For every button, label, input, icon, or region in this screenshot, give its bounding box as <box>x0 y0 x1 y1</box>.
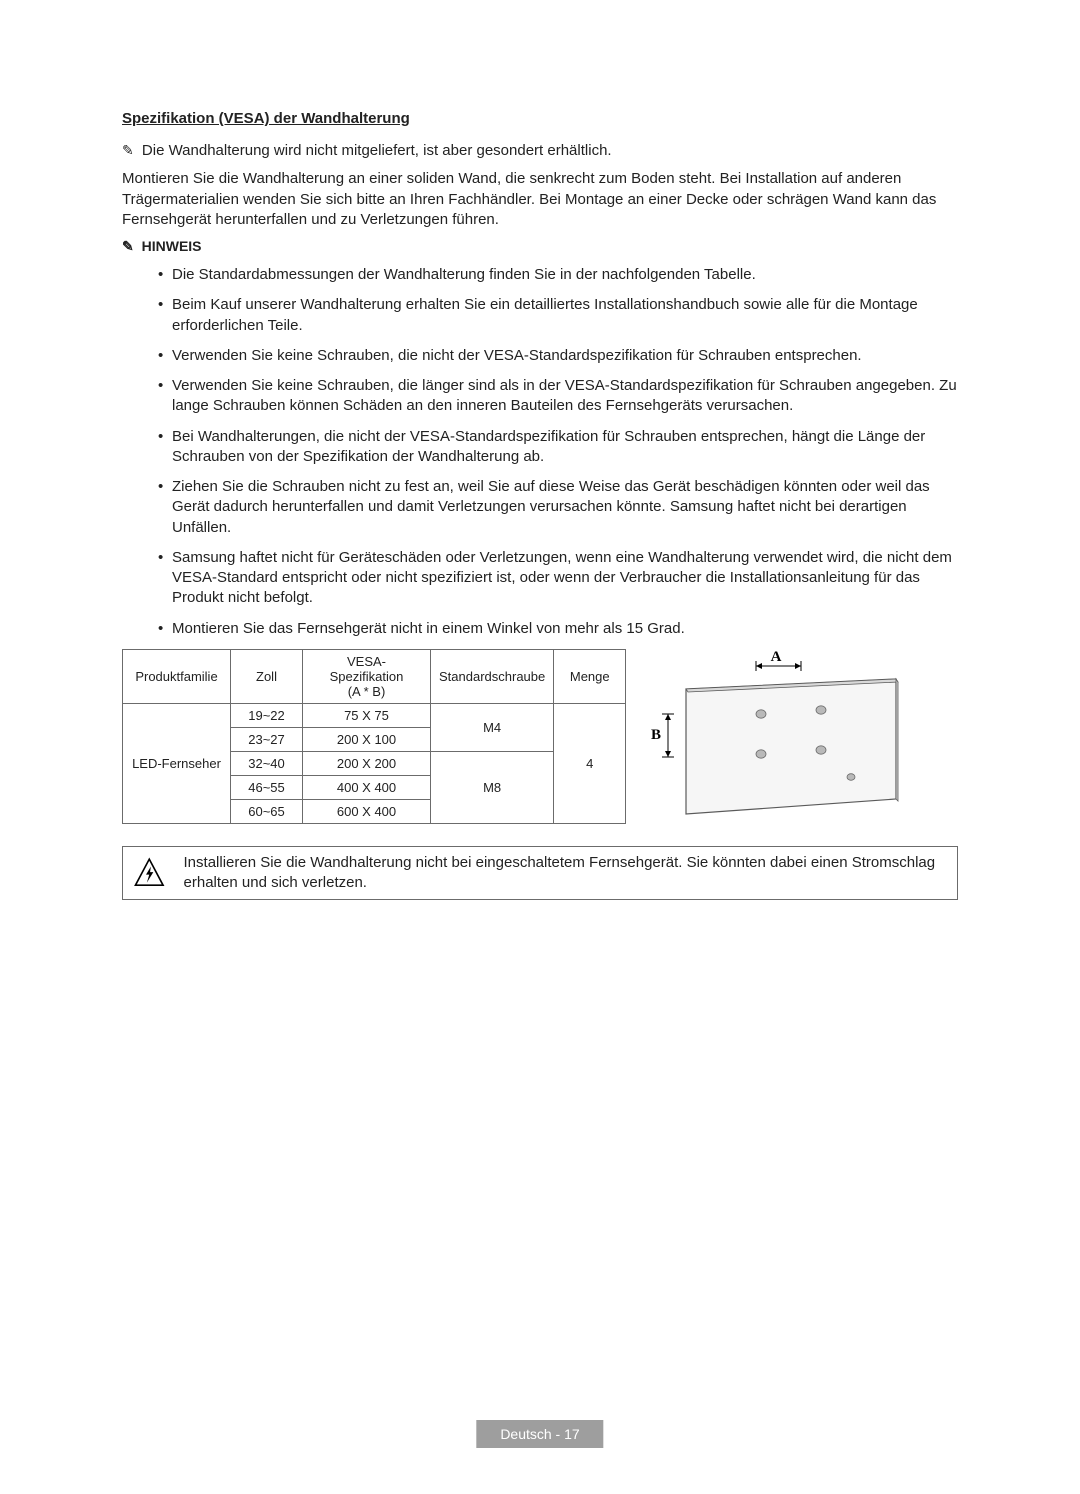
cell-inch: 46~55 <box>231 775 303 799</box>
list-item: Verwenden Sie keine Schrauben, die nicht… <box>158 346 958 366</box>
cell-spec: 200 X 100 <box>303 727 431 751</box>
cell-spec: 200 X 200 <box>303 751 431 775</box>
section-title: Spezifikation (VESA) der Wandhalterung <box>122 110 958 127</box>
vesa-table: Produktfamilie Zoll VESA-Spezifikation (… <box>122 649 626 824</box>
intro-note: ✎ Die Wandhalterung wird nicht mitgelief… <box>122 141 958 161</box>
note-icon: ✎ <box>122 238 134 255</box>
spec-line1: VESA-Spezifikation <box>330 654 404 684</box>
spec-line2: (A * B) <box>348 684 386 699</box>
note-icon: ✎ <box>122 141 134 160</box>
hinweis-list: Die Standardabmessungen der Wandhalterun… <box>122 265 958 639</box>
cell-spec: 400 X 400 <box>303 775 431 799</box>
list-item: Montieren Sie das Fernsehgerät nicht in … <box>158 619 958 639</box>
hinweis-label-text: HINWEIS <box>142 238 202 254</box>
page-footer: Deutsch - 17 <box>476 1420 603 1448</box>
vesa-diagram: A B <box>646 649 958 824</box>
table-row: LED-Fernseher 19~22 75 X 75 M4 4 <box>123 703 626 727</box>
warning-box: Installieren Sie die Wandhalterung nicht… <box>122 846 958 901</box>
table-header-row: Produktfamilie Zoll VESA-Spezifikation (… <box>123 649 626 703</box>
diagram-label-b: B <box>651 727 661 743</box>
cell-screw-m4: M4 <box>431 703 554 751</box>
cell-spec: 75 X 75 <box>303 703 431 727</box>
warning-shock-icon <box>133 853 166 893</box>
col-header-inch: Zoll <box>231 649 303 703</box>
list-item: Verwenden Sie keine Schrauben, die länge… <box>158 376 958 417</box>
hinweis-heading: ✎ HINWEIS <box>122 238 958 255</box>
list-item: Samsung haftet nicht für Geräteschäden o… <box>158 548 958 609</box>
cell-qty: 4 <box>554 703 626 823</box>
col-header-spec: VESA-Spezifikation (A * B) <box>303 649 431 703</box>
intro-note-text: Die Wandhalterung wird nicht mitgeliefer… <box>142 142 612 159</box>
cell-spec: 600 X 400 <box>303 799 431 823</box>
cell-inch: 23~27 <box>231 727 303 751</box>
cell-inch: 19~22 <box>231 703 303 727</box>
col-header-qty: Menge <box>554 649 626 703</box>
warning-text: Installieren Sie die Wandhalterung nicht… <box>184 853 947 894</box>
col-header-screw: Standardschraube <box>431 649 554 703</box>
list-item: Ziehen Sie die Schrauben nicht zu fest a… <box>158 477 958 538</box>
list-item: Beim Kauf unserer Wandhalterung erhalten… <box>158 295 958 336</box>
diagram-label-a: A <box>771 649 782 665</box>
cell-family: LED-Fernseher <box>123 703 231 823</box>
cell-inch: 60~65 <box>231 799 303 823</box>
list-item: Die Standardabmessungen der Wandhalterun… <box>158 265 958 285</box>
tv-back-diagram-svg: A B <box>646 649 906 819</box>
cell-screw-m8: M8 <box>431 751 554 823</box>
list-item: Bei Wandhalterungen, die nicht der VESA-… <box>158 427 958 468</box>
col-header-family: Produktfamilie <box>123 649 231 703</box>
cell-inch: 32~40 <box>231 751 303 775</box>
intro-paragraph: Montieren Sie die Wandhalterung an einer… <box>122 169 958 230</box>
